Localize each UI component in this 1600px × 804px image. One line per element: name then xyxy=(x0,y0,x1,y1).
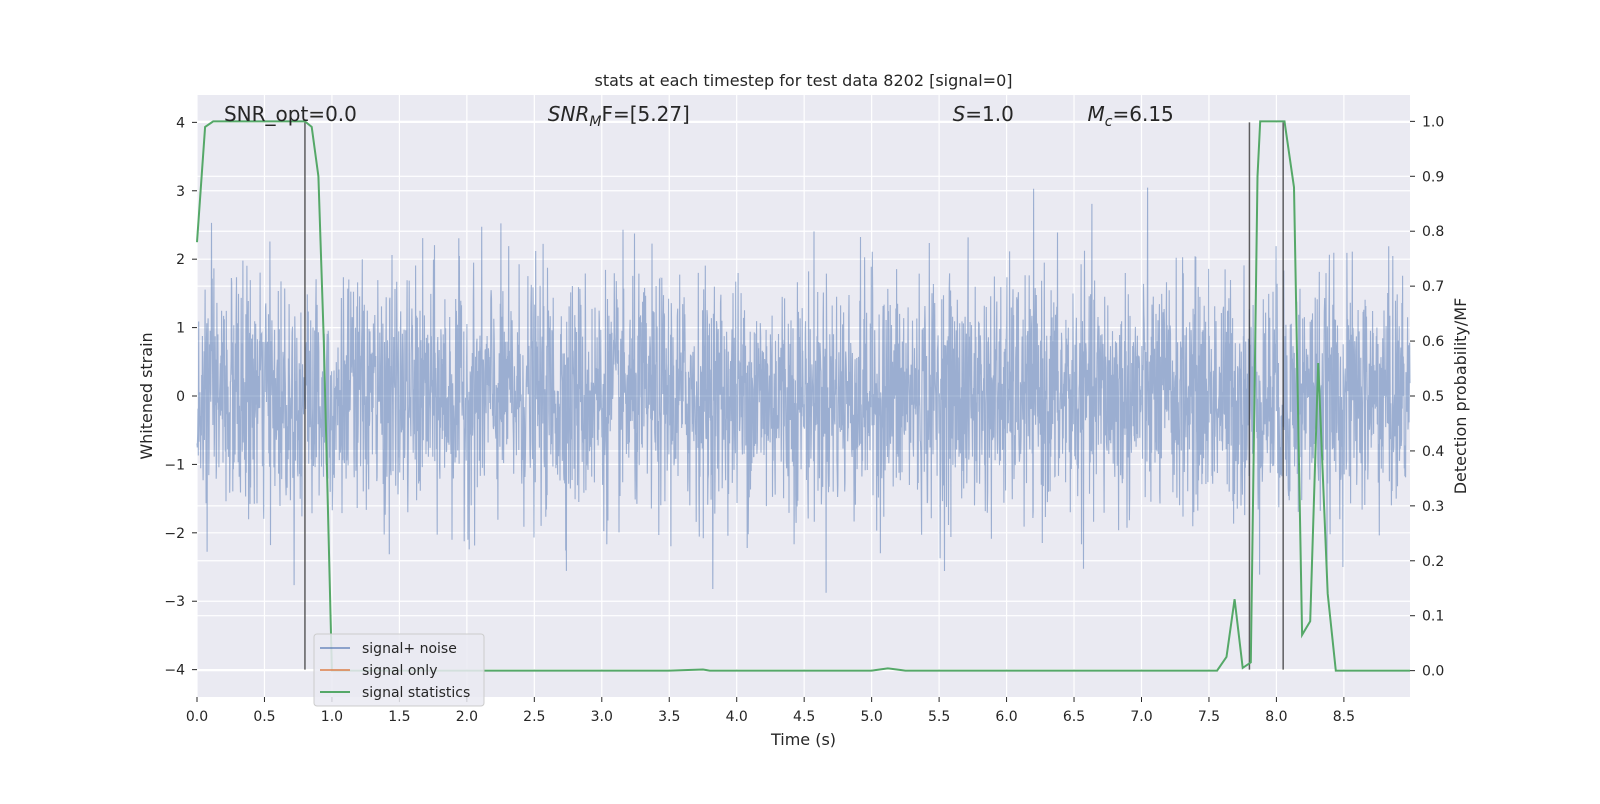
y-tick-label: 2 xyxy=(176,252,185,268)
x-tick-label: 6.0 xyxy=(995,709,1017,725)
x-tick-label: 4.5 xyxy=(793,709,815,725)
y2-tick-label: 0.1 xyxy=(1422,609,1444,625)
y2-tick-label: 0.4 xyxy=(1422,444,1444,460)
legend-label-signal-only: signal only xyxy=(362,663,437,679)
x-axis-label: Time (s) xyxy=(770,730,836,749)
annotation-s-rest: =1.0 xyxy=(965,102,1014,126)
y-tick-label: 3 xyxy=(176,184,185,200)
y-tick-label: −1 xyxy=(164,457,185,473)
y-tick-label: −2 xyxy=(164,526,185,542)
x-tick-label: 5.5 xyxy=(928,709,950,725)
y-tick-label: −3 xyxy=(164,594,185,610)
x-tick-label: 7.0 xyxy=(1130,709,1152,725)
x-tick-label: 3.5 xyxy=(658,709,680,725)
x-tick-label: 2.0 xyxy=(456,709,478,725)
annotation-mc-value: Mc=6.15 xyxy=(1088,102,1174,130)
x-tick-label: 2.5 xyxy=(523,709,545,725)
x-tick-label: 6.5 xyxy=(1063,709,1085,725)
y2-tick-label: 0.0 xyxy=(1422,664,1444,680)
annotation-s-value: S=1.0 xyxy=(953,102,1014,126)
annotation-snr-mf-rest: F=[5.27] xyxy=(601,102,689,126)
y2-axis-label: Detection probability/MF xyxy=(1451,298,1470,495)
signal-noise-line xyxy=(196,187,1411,593)
x-tick-label: 5.0 xyxy=(861,709,883,725)
annotation-snr-mf-base: SNR xyxy=(548,102,590,126)
legend-box xyxy=(313,633,485,707)
x-tick-label: 3.0 xyxy=(591,709,613,725)
annotation-snr-mf-sub: M xyxy=(589,114,601,130)
y-tick-label: 1 xyxy=(176,321,185,337)
series-signal-statistics xyxy=(196,120,1410,672)
y2-tick-label: 0.5 xyxy=(1422,389,1444,405)
annotation-mc-rest: =6.15 xyxy=(1112,102,1173,126)
y-tick-label: −4 xyxy=(164,663,185,679)
y2-tick-label: 0.3 xyxy=(1422,499,1444,515)
x-tick-label: 1.0 xyxy=(321,709,343,725)
y-tick-label: 4 xyxy=(176,115,185,131)
y-tick-label: 0 xyxy=(176,389,185,405)
signal-statistics-line xyxy=(196,120,1410,672)
annotation-mc-sub: c xyxy=(1105,114,1113,130)
y2-tick-label: 0.2 xyxy=(1422,554,1444,570)
annotation-snr-mf: SNRMF=[5.27] xyxy=(548,102,690,130)
legend-label-signal-statistics: signal statistics xyxy=(362,685,470,701)
annotation-mc-base: M xyxy=(1088,102,1105,126)
x-tick-label: 4.0 xyxy=(726,709,748,725)
y2-tick-label: 1.0 xyxy=(1422,114,1444,130)
y-axis-label: Whitened strain xyxy=(137,332,156,459)
annotation-snr-opt: SNR_opt=0.0 xyxy=(224,102,357,126)
legend-label-signal-noise: signal+ noise xyxy=(362,641,457,657)
grid xyxy=(196,95,1410,697)
x-tick-label: 1.5 xyxy=(388,709,410,725)
legend: signal+ noise signal only signal statist… xyxy=(313,633,485,707)
annotation-snr-opt-text: SNR_opt=0.0 xyxy=(224,102,357,126)
x-tick-label: 0.0 xyxy=(186,709,208,725)
annotations: SNR_opt=0.0 SNRMF=[5.27] S=1.0 Mc=6.15 xyxy=(224,102,1174,130)
y2-tick-label: 0.6 xyxy=(1422,334,1444,350)
x-tick-label: 7.5 xyxy=(1198,709,1220,725)
ticks: 0.0 0.5 1.0 1.5 2.0 2.5 3.0 3.5 4.0 4.5 5.0 5.5 6.0 6… xyxy=(164,114,1444,725)
x-tick-label: 8.0 xyxy=(1265,709,1287,725)
x-tick-label: 0.5 xyxy=(253,709,275,725)
vertical-markers xyxy=(304,122,1284,670)
series-signal-noise xyxy=(196,187,1411,593)
x-tick-label: 8.5 xyxy=(1333,709,1355,725)
y2-tick-label: 0.8 xyxy=(1422,224,1444,240)
annotation-s-base: S xyxy=(953,102,966,126)
chart-title: stats at each timestep for test data 820… xyxy=(594,71,1012,90)
y2-tick-label: 0.7 xyxy=(1422,279,1444,295)
y2-tick-label: 0.9 xyxy=(1422,169,1444,185)
